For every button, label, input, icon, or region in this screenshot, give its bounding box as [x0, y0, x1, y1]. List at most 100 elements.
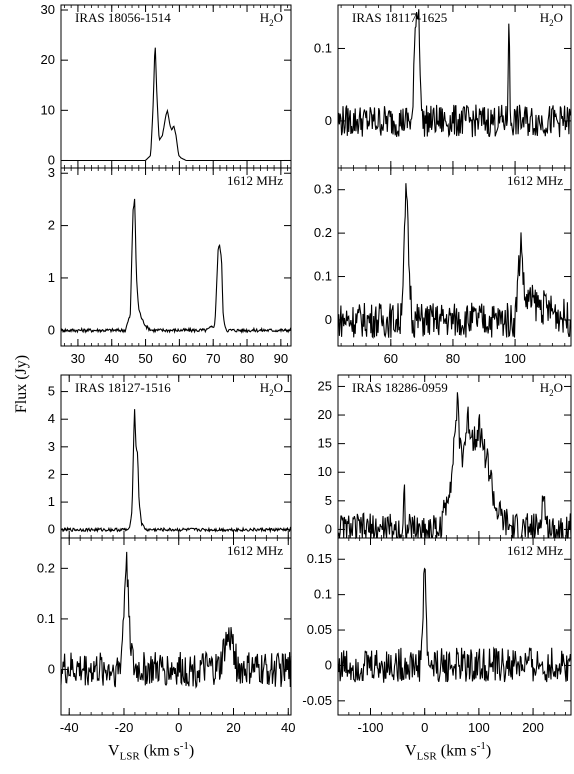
panel-tag: 1612 MHz	[227, 173, 283, 188]
spectrum-line	[337, 567, 572, 683]
x-tick-label: 100	[504, 351, 526, 366]
spectrum-line	[60, 198, 292, 334]
y-tick-label: 10	[41, 102, 55, 117]
x-axis-label-left: VLSR (km s-1)	[108, 740, 194, 763]
spectrum-line	[60, 551, 292, 689]
panel-frame	[60, 4, 292, 169]
x-tick-label: 0	[175, 720, 182, 735]
y-tick-label: 0.3	[314, 182, 332, 197]
panel-tag: 1612 MHz	[507, 543, 563, 558]
panel-frame	[337, 167, 572, 347]
y-tick-label: 30	[41, 2, 55, 17]
x-tick-label: 80	[446, 351, 460, 366]
y-tick-label: 0	[325, 113, 332, 128]
x-tick-label: -100	[357, 720, 383, 735]
x-tick-label: 50	[138, 351, 152, 366]
x-label-sub: LSR	[119, 750, 140, 763]
y-tick-label: 0.2	[314, 225, 332, 240]
y-tick-label: 5	[325, 493, 332, 508]
y-tick-label: 0.2	[37, 560, 55, 575]
x-label-unit-close: )	[485, 742, 492, 760]
x-tick-label: 200	[522, 720, 544, 735]
spectrum-line	[61, 47, 291, 162]
y-tick-label: 0	[48, 322, 55, 337]
panel-6: 0 5 10 15 20 25 IRAS 18286-0959 H2O	[318, 374, 572, 540]
x-tick-label: 60	[172, 351, 186, 366]
x-label-unit-exponent: -1	[179, 740, 189, 752]
x-tick-label: 100	[468, 720, 490, 735]
panel-tag: H2O	[260, 10, 283, 28]
panel-title: IRAS 18056-1514	[75, 10, 171, 25]
y-tick-label: 1	[48, 494, 55, 509]
panel-frame	[60, 167, 292, 347]
x-tick-label: 20	[226, 720, 240, 735]
y-tick-label: 0	[48, 661, 55, 676]
spectrum-line	[337, 183, 572, 339]
x-label-unit-exponent: -1	[476, 740, 486, 752]
panel-4: 0 1 2 3 4 5 IRAS 18127-1516 H2O	[48, 374, 292, 539]
panel-frame	[337, 537, 572, 716]
panel-2: 0 0.1 IRAS 18117-1625 H2O	[314, 4, 572, 169]
y-tick-label: 15	[318, 436, 332, 451]
y-axis-label: Flux (Jy)	[13, 354, 30, 414]
x-tick-label: 0	[421, 720, 428, 735]
y-tick-label: 3	[48, 439, 55, 454]
panel-tag: 1612 MHz	[227, 543, 283, 558]
y-tick-label: 3	[48, 165, 55, 180]
x-label-unit: (km s	[440, 742, 477, 760]
y-tick-label: 2	[48, 466, 55, 481]
y-tick-label: 0.15	[307, 551, 332, 566]
y-tick-label: -0.05	[302, 693, 332, 708]
x-label-unit-close: )	[188, 742, 195, 760]
y-tick-label: 0.1	[37, 611, 55, 626]
y-tick-label: 0	[325, 312, 332, 327]
y-tick-label: 20	[41, 52, 55, 67]
x-tick-label: 70	[206, 351, 220, 366]
panel-tag: 1612 MHz	[507, 173, 563, 188]
panel-tag: H2O	[540, 380, 563, 398]
x-tick-label: -20	[115, 720, 134, 735]
y-tick-label: 5	[48, 384, 55, 399]
spectrum-line	[60, 409, 292, 534]
x-label-unit: (km s	[143, 742, 180, 760]
panel-7: -100 0 100 200 -0.05 0 0.05 0.1 0.15 1612 MHz	[302, 537, 572, 735]
spectrum-line	[337, 9, 572, 138]
y-tick-label: 25	[318, 378, 332, 393]
y-tick-label: 0	[48, 152, 55, 167]
y-tick-label: 0.1	[314, 269, 332, 284]
panel-1: 30 40 50 60 70 80 90 0 1 2 3 1612 MHz	[48, 165, 292, 366]
panel-frame	[337, 4, 572, 169]
panel-0: 0 10 20 30 IRAS 18056-1514 H2O	[41, 2, 292, 169]
panel-3: 60 80 100 0 0.1 0.2 0.3 1612 MHz	[314, 167, 572, 366]
y-tick-label: 0.1	[314, 587, 332, 602]
y-tick-label: 0.05	[307, 622, 332, 637]
x-label-sub: LSR	[416, 750, 437, 763]
y-tick-label: 10	[318, 464, 332, 479]
y-tick-label: 0	[325, 657, 332, 672]
spectrum-line	[337, 392, 572, 540]
x-tick-label: 80	[240, 351, 254, 366]
y-tick-label: 0.1	[314, 40, 332, 55]
y-tick-label: 1	[48, 270, 55, 285]
panel-tag: H2O	[540, 10, 563, 28]
panel-frame	[337, 374, 572, 539]
y-tick-label: 4	[48, 411, 55, 426]
x-label-main: V	[405, 742, 417, 760]
x-label-main: V	[108, 742, 120, 760]
y-tick-label: 0	[48, 522, 55, 537]
panel-5: -40 -20 0 20 40 0 0.1 0.2 1612 MHz	[37, 537, 295, 735]
x-tick-label: 90	[274, 351, 288, 366]
panel-title: IRAS 18286-0959	[352, 380, 448, 395]
y-tick-label: 2	[48, 218, 55, 233]
x-tick-label: 60	[384, 351, 398, 366]
y-tick-label: 0	[325, 521, 332, 536]
panel-title: IRAS 18117-1625	[352, 10, 447, 25]
x-axis-label-right: VLSR (km s-1)	[405, 740, 491, 763]
panel-title: IRAS 18127-1516	[75, 380, 171, 395]
x-tick-label: 40	[281, 720, 295, 735]
panel-frame	[60, 537, 292, 716]
y-tick-label: 20	[318, 407, 332, 422]
panel-frame	[60, 374, 292, 539]
x-tick-label: 40	[105, 351, 119, 366]
